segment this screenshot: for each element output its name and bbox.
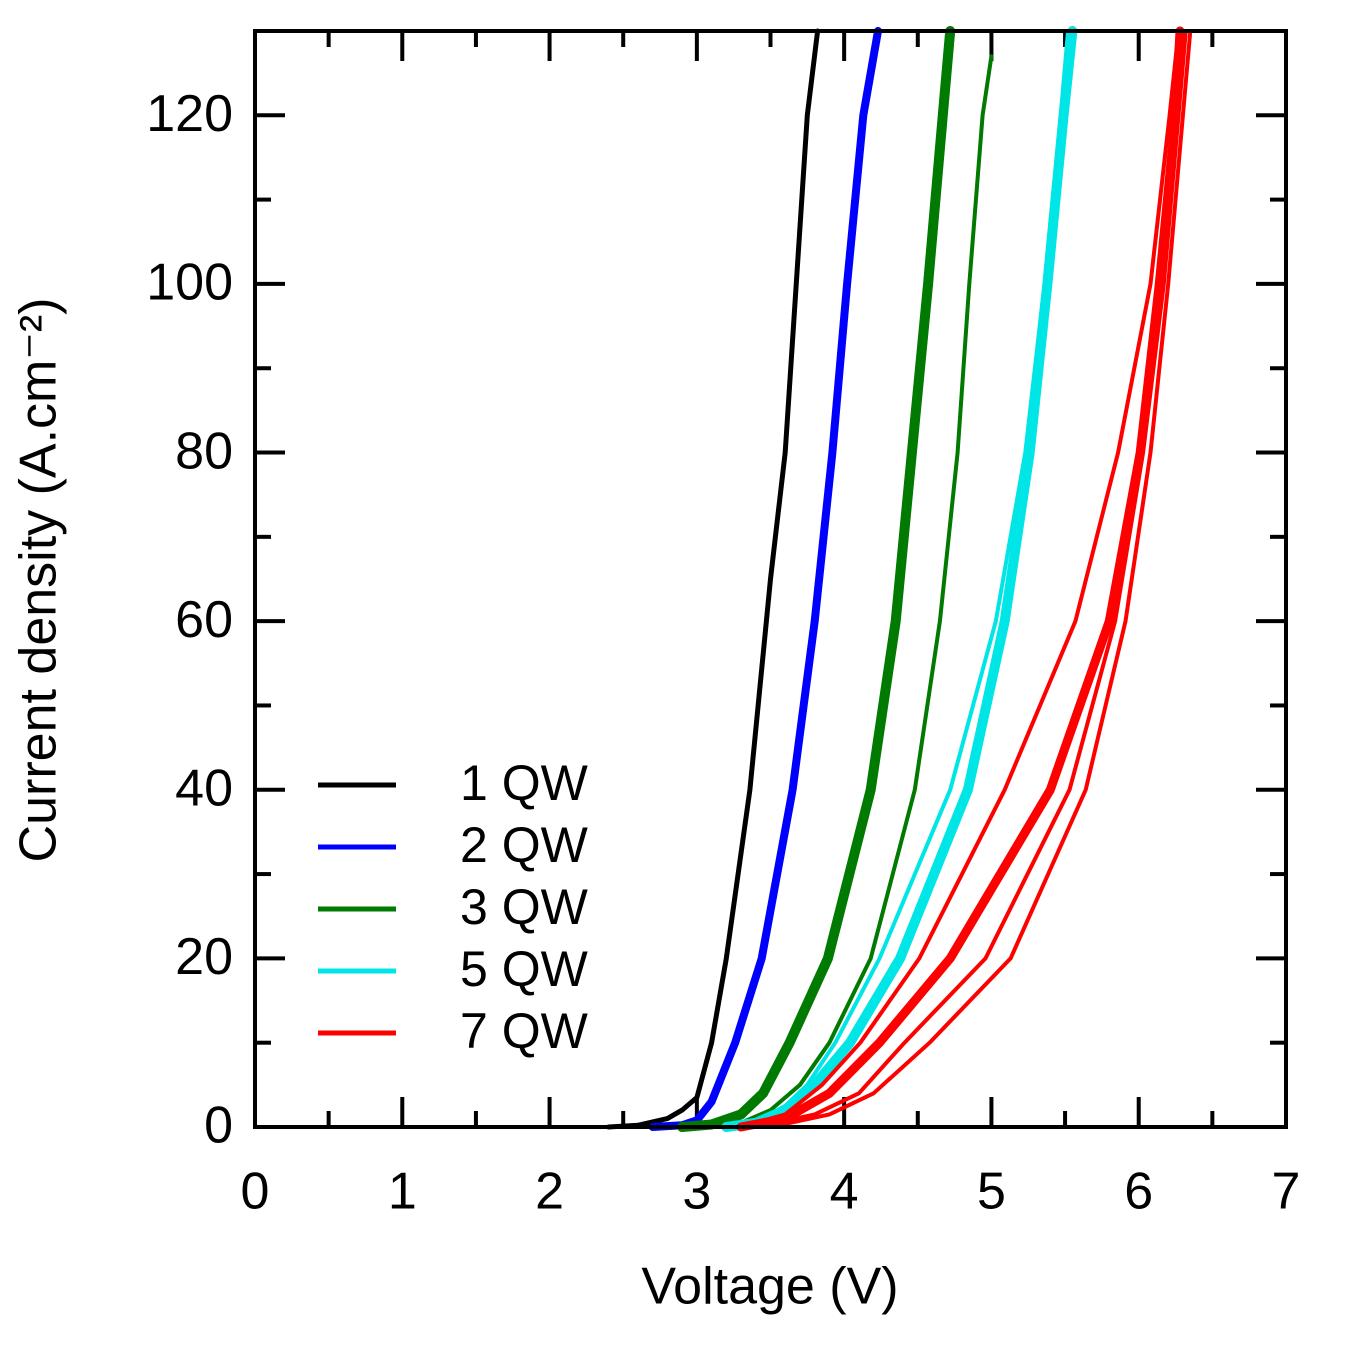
y-tick-label: 100 xyxy=(146,254,233,312)
legend-label: 2 QW xyxy=(460,817,589,873)
y-tick-label: 60 xyxy=(175,591,233,649)
x-tick-label: 5 xyxy=(977,1163,1006,1221)
x-tick-label: 7 xyxy=(1272,1163,1301,1221)
y-axis-label: Current density (A.cm⁻²) xyxy=(10,298,68,863)
x-tick-label: 0 xyxy=(241,1163,270,1221)
curve xyxy=(736,26,1185,1132)
x-tick-label: 2 xyxy=(535,1163,564,1221)
plot-frame xyxy=(253,29,1288,1129)
curve xyxy=(709,54,994,1129)
y-tick-label: 80 xyxy=(175,422,233,480)
legend-label: 3 QW xyxy=(460,879,589,935)
legend-label: 7 QW xyxy=(460,1003,589,1059)
x-tick-label: 4 xyxy=(830,1163,859,1221)
curve xyxy=(768,29,1193,1129)
curve xyxy=(648,27,882,1131)
curve xyxy=(677,26,956,1132)
y-tick-label: 40 xyxy=(175,760,233,818)
y-tick-label: 20 xyxy=(175,928,233,986)
y-tick-label: 120 xyxy=(146,85,233,143)
y-tick-label: 0 xyxy=(204,1097,233,1155)
legend-label: 1 QW xyxy=(460,755,589,811)
curve xyxy=(606,28,821,1130)
x-tick-label: 1 xyxy=(388,1163,417,1221)
x-tick-label: 6 xyxy=(1124,1163,1153,1221)
curve xyxy=(739,29,1181,1129)
x-tick-label: 3 xyxy=(682,1163,711,1221)
legend-label: 5 QW xyxy=(460,941,589,997)
curve xyxy=(721,26,1078,1132)
curve xyxy=(724,29,1070,1129)
x-axis-label: Voltage (V) xyxy=(641,1258,898,1316)
curve xyxy=(753,29,1188,1129)
